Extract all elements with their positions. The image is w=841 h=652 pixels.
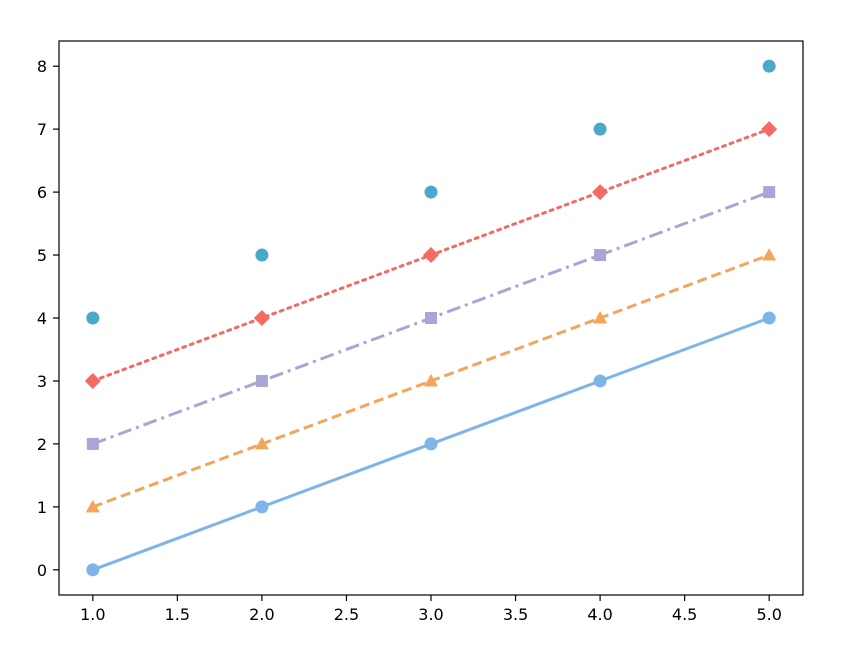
series-3-point [86,437,99,450]
y-axis: 0 1 2 3 4 5 6 7 8 [37,57,59,580]
series-2-point [254,436,269,450]
y-tick-label: 2 [37,435,47,454]
series-2 [85,248,777,513]
series-2-point [85,499,100,513]
series-5-point [762,59,776,73]
series-1-point [424,437,438,451]
series-2-point [424,373,438,387]
series-3-point [255,374,268,387]
series-4-point [423,247,439,264]
series-3 [86,186,776,450]
y-tick-label: 7 [37,120,47,139]
y-tick-label: 6 [37,183,47,202]
series-5 [86,59,776,325]
series-4 [84,121,778,389]
series-3-point [763,186,776,199]
y-tick-label: 4 [37,309,47,328]
y-tick-label: 1 [37,498,47,517]
y-tick-label: 0 [37,561,47,580]
series-3-point [594,249,607,262]
x-tick-label: 1.0 [80,605,105,624]
series-4-point [253,310,270,326]
series-2-point [762,248,777,261]
x-tick-label: 2.0 [249,605,274,624]
series-1-point [593,374,607,388]
x-tick-label: 2.5 [334,605,359,624]
series-4-point [84,372,101,389]
x-tick-label: 4.0 [587,605,612,624]
x-tick-label: 1.5 [165,605,190,624]
series-4-point [592,184,609,201]
y-tick-label: 3 [37,372,47,391]
x-tick-label: 3.5 [503,605,528,624]
series-5-point [255,248,269,262]
series-layer [84,59,778,577]
series-5-point [593,122,607,136]
series-2-point [593,311,608,324]
y-tick-label: 5 [37,246,47,265]
series-1 [86,311,776,577]
series-4-point [761,121,778,138]
y-tick-label: 8 [37,57,47,76]
x-axis: 1.0 1.5 2.0 2.5 3.0 3.5 4.0 4.5 5.0 [80,595,782,624]
series-1-point [255,500,269,514]
series-5-point [424,185,438,199]
series-3-point [425,312,437,324]
x-tick-label: 3.0 [418,605,443,624]
series-1-point [762,311,776,325]
x-tick-label: 4.5 [672,605,697,624]
x-tick-label: 5.0 [756,605,781,624]
series-1-point [86,563,100,577]
series-5-point [86,311,100,325]
